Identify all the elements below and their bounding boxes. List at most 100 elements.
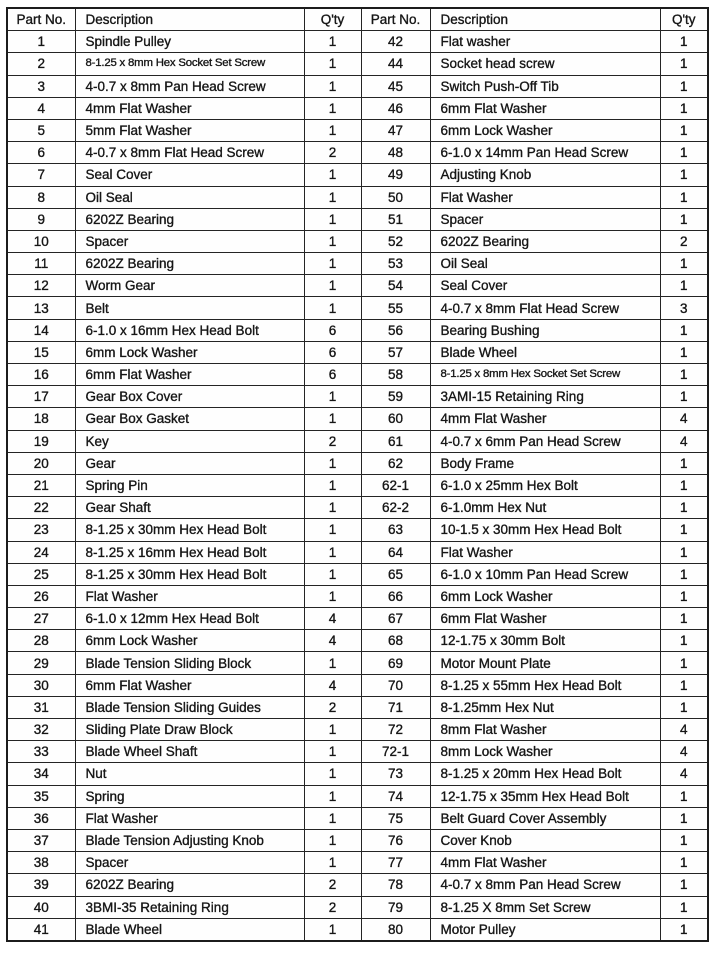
- description-cell: Flat Washer: [74, 806, 305, 830]
- part-no-cell: 33: [6, 740, 76, 764]
- part-no-cell: 25: [6, 562, 76, 586]
- part-no-cell: 22: [6, 496, 76, 520]
- qty-cell: 1: [659, 118, 709, 143]
- description-cell: Switch Push-Off Tib: [429, 74, 661, 98]
- table-row: 8 Oil Seal 1 50 Flat Washer 1: [6, 185, 709, 209]
- qty-cell: 1: [303, 274, 362, 298]
- part-no-cell: 62-1: [360, 473, 431, 498]
- description-cell: 4mm Flat Washer: [74, 96, 305, 120]
- table-row: 4 4mm Flat Washer 1 46 6mm Flat Washer 1: [6, 96, 709, 120]
- part-no-cell: 77: [360, 851, 431, 875]
- part-no-cell: 64: [360, 540, 431, 564]
- qty-cell: 1: [659, 607, 709, 631]
- table-row: 24 8-1.25 x 16mm Hex Head Bolt 1 64 Flat Was…: [6, 540, 709, 564]
- description-cell: Gear Box Gasket: [74, 407, 305, 431]
- table-row: 16 6mm Flat Washer 6 58 8-1.25 x 8mm Hex Soc…: [6, 362, 709, 387]
- qty-cell: 1: [659, 562, 709, 586]
- description-cell: 6mm Flat Washer: [429, 607, 661, 631]
- part-no-cell: 63: [360, 518, 431, 542]
- description-cell: 8-1.25 x 20mm Hex Head Bolt: [429, 762, 661, 786]
- part-no-cell: 13: [6, 296, 76, 320]
- qty-cell: 3: [659, 296, 709, 320]
- description-cell: Adjusting Knob: [429, 163, 661, 187]
- part-no-cell: 58: [360, 362, 431, 387]
- table-row: 6 4-0.7 x 8mm Flat Head Screw 2 48 6-1.0 x 1…: [6, 141, 709, 165]
- part-no-cell: 37: [6, 828, 76, 853]
- part-no-cell: 9: [6, 207, 76, 231]
- qty-cell: 1: [659, 207, 709, 231]
- description-cell: 6mm Lock Washer: [429, 118, 661, 143]
- qty-cell: 1: [303, 562, 362, 586]
- part-no-cell: 61: [360, 429, 431, 453]
- part-no-cell: 72: [360, 717, 431, 742]
- qty-cell: 1: [659, 828, 709, 853]
- description-cell: 6202Z Bearing: [74, 252, 305, 276]
- qty-cell: 4: [659, 762, 709, 786]
- description-cell: 10-1.5 x 30mm Hex Head Bolt: [429, 518, 661, 542]
- description-cell: 6202Z Bearing: [74, 873, 305, 897]
- description-cell: Spacer: [429, 207, 661, 231]
- description-cell: 12-1.75 x 30mm Bolt: [429, 629, 661, 653]
- description-cell: 6mm Lock Washer: [429, 584, 661, 609]
- table-row: 19 Key 2 61 4-0.7 x 6mm Pan Head Screw 4: [6, 429, 709, 453]
- column-header-part-no: Part No.: [6, 7, 76, 32]
- qty-cell: 1: [659, 274, 709, 298]
- qty-cell: 2: [303, 873, 362, 897]
- description-cell: Blade Wheel: [74, 917, 305, 942]
- description-cell: 8-1.25 x 8mm Hex Socket Set Screw: [429, 362, 661, 387]
- description-cell: Blade Tension Sliding Guides: [74, 695, 305, 720]
- qty-cell: 4: [303, 607, 362, 631]
- qty-cell: 1: [303, 917, 362, 942]
- part-no-cell: 42: [360, 30, 431, 54]
- description-cell: 6-1.0mm Hex Nut: [429, 496, 661, 520]
- part-no-cell: 17: [6, 385, 76, 409]
- description-cell: Flat Washer: [74, 584, 305, 609]
- part-no-cell: 47: [360, 118, 431, 143]
- description-cell: 6-1.0 x 25mm Hex Bolt: [429, 473, 661, 498]
- part-no-cell: 69: [360, 651, 431, 675]
- part-no-cell: 12: [6, 274, 76, 298]
- table-row: 2 8-1.25 x 8mm Hex Socket Set Screw 1 44 Soc…: [6, 52, 709, 76]
- qty-cell: 1: [303, 163, 362, 187]
- qty-cell: 1: [659, 451, 709, 475]
- table-row: 12 Worm Gear 1 54 Seal Cover 1: [6, 274, 709, 298]
- qty-cell: 1: [303, 784, 362, 808]
- qty-cell: 1: [659, 362, 709, 387]
- description-cell: 4-0.7 x 8mm Flat Head Screw: [74, 141, 305, 165]
- description-cell: Sliding Plate Draw Block: [74, 717, 305, 742]
- part-no-cell: 59: [360, 385, 431, 409]
- qty-cell: 1: [659, 74, 709, 98]
- description-cell: 6mm Lock Washer: [74, 340, 305, 365]
- table-row: 5 5mm Flat Washer 1 47 6mm Lock Washer 1: [6, 118, 709, 143]
- part-no-cell: 29: [6, 651, 76, 675]
- qty-cell: 1: [303, 407, 362, 431]
- table-row: 28 6mm Lock Washer 4 68 12-1.75 x 30mm Bolt 1: [6, 629, 709, 653]
- qty-cell: 1: [659, 52, 709, 76]
- description-cell: 8-1.25 x 30mm Hex Head Bolt: [74, 518, 305, 542]
- parts-list-sheet: Part No. Description Q'ty Part No. Descripti…: [6, 7, 711, 942]
- qty-cell: 1: [659, 385, 709, 409]
- qty-cell: 1: [659, 518, 709, 542]
- table-row: 40 3BMI-35 Retaining Ring 2 79 8-1.25 X 8mm …: [6, 895, 709, 919]
- description-cell: Motor Mount Plate: [429, 651, 661, 675]
- description-cell: 8-1.25 x 16mm Hex Head Bolt: [74, 540, 305, 564]
- description-cell: Oil Seal: [74, 185, 305, 209]
- part-no-cell: 74: [360, 784, 431, 808]
- qty-cell: 1: [659, 651, 709, 675]
- qty-cell: 1: [303, 74, 362, 98]
- part-no-cell: 44: [360, 52, 431, 76]
- table-row: 17 Gear Box Cover 1 59 3AMI-15 Retaining Rin…: [6, 385, 709, 409]
- qty-cell: 1: [303, 229, 362, 254]
- qty-cell: 1: [303, 851, 362, 875]
- part-no-cell: 65: [360, 562, 431, 586]
- part-no-cell: 52: [360, 229, 431, 254]
- column-header-qty: Q'ty: [303, 7, 362, 32]
- table-row: 13 Belt 1 55 4-0.7 x 8mm Flat Head Screw 3: [6, 296, 709, 320]
- part-no-cell: 4: [6, 96, 76, 120]
- part-no-cell: 3: [6, 74, 76, 98]
- qty-cell: 4: [659, 740, 709, 764]
- table-row: 37 Blade Tension Adjusting Knob 1 76 Cover K…: [6, 828, 709, 853]
- part-no-cell: 66: [360, 584, 431, 609]
- part-no-cell: 18: [6, 407, 76, 431]
- part-no-cell: 72-1: [360, 740, 431, 764]
